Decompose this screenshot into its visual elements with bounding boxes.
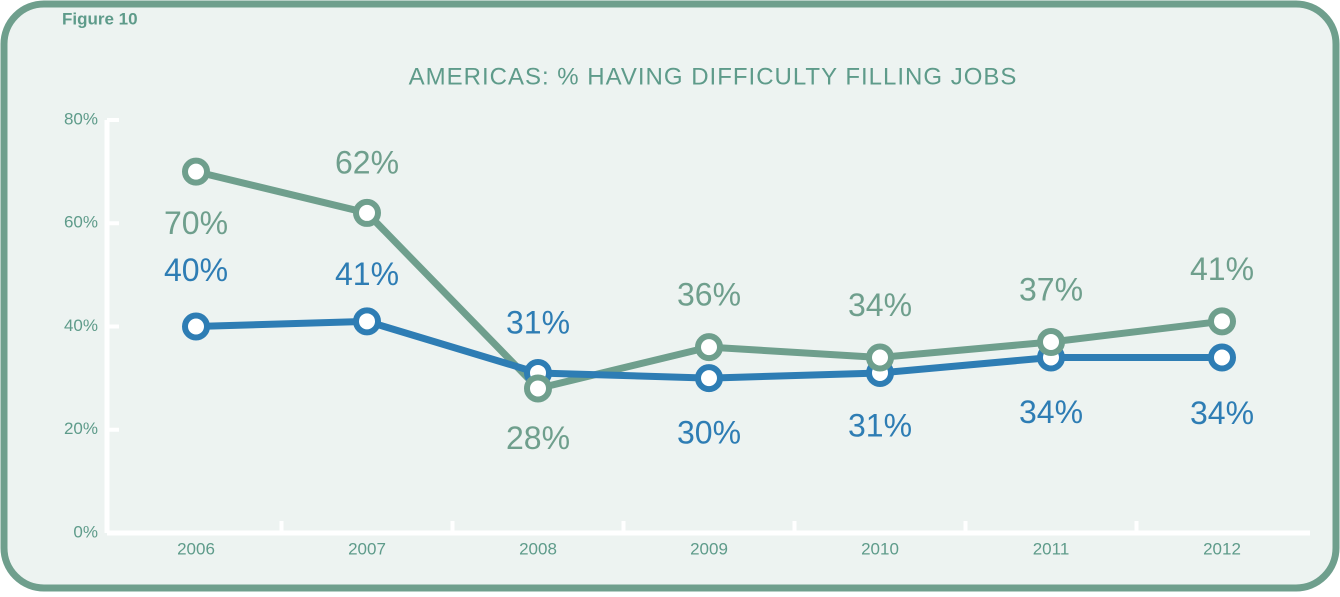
figure-label: Figure 10: [62, 9, 138, 28]
x-tick-label: 2007: [348, 539, 386, 558]
x-tick-label: 2006: [177, 539, 215, 558]
chart-title: AMERICAS: % HAVING DIFFICULTY FILLING JO…: [409, 63, 1018, 90]
y-tick-label: 80%: [64, 109, 98, 128]
point: [695, 333, 723, 362]
point: [524, 374, 552, 403]
y-tick-label: 0%: [73, 522, 98, 541]
point: [1208, 343, 1236, 372]
value-label: 62%: [335, 144, 399, 180]
x-tick-label: 2011: [1033, 539, 1070, 558]
value-label: 34%: [1190, 395, 1254, 431]
value-label: 28%: [506, 420, 570, 456]
y-tick-label: 60%: [64, 213, 98, 232]
point: [182, 157, 210, 186]
point: [1037, 327, 1065, 356]
y-tick-label: 40%: [64, 316, 98, 335]
value-label: 41%: [1190, 251, 1254, 287]
point: [866, 343, 894, 372]
value-label: 30%: [677, 415, 741, 451]
value-label: 41%: [335, 256, 399, 292]
value-label: 70%: [164, 205, 228, 241]
point: [1208, 307, 1236, 336]
value-label: 40%: [164, 252, 228, 288]
point: [182, 312, 210, 341]
x-tick-label: 2010: [861, 539, 899, 558]
value-label: 31%: [848, 407, 912, 443]
value-label: 36%: [677, 277, 741, 313]
y-tick-label: 20%: [64, 419, 98, 438]
value-label: 34%: [1019, 394, 1083, 430]
point: [353, 307, 381, 336]
x-tick-label: 2009: [690, 539, 728, 558]
point: [695, 364, 723, 393]
x-tick-label: 2008: [519, 539, 557, 558]
point: [353, 198, 381, 227]
value-label: 31%: [506, 304, 570, 340]
x-tick-label: 2012: [1203, 539, 1241, 558]
value-label: 37%: [1019, 271, 1083, 307]
value-label: 34%: [848, 287, 912, 323]
